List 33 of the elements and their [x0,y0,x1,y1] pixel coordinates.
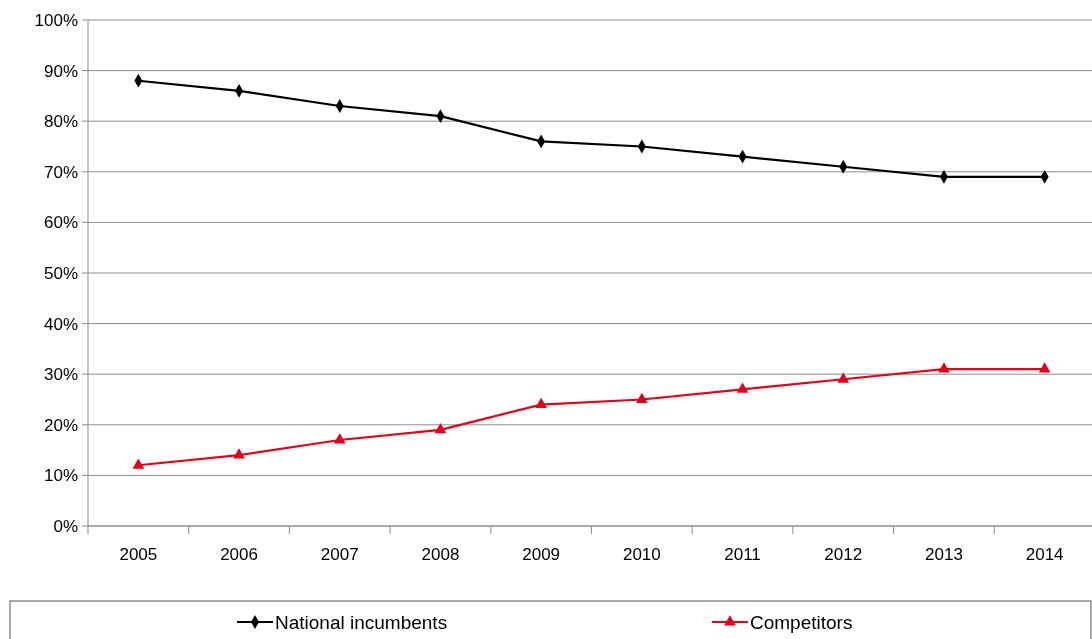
point [837,372,850,383]
x-tick-label: 2006 [220,545,258,564]
y-tick-label: 20% [43,415,78,435]
x-tick-label: 2009 [522,545,561,564]
point [132,458,145,469]
x-tick-label: 2012 [824,545,863,564]
point [938,362,950,373]
y-tick-label: 0% [53,516,78,536]
y-tick-label: 70% [43,162,78,182]
point [736,382,749,393]
point [333,433,346,444]
y-tick-label: 30% [43,365,78,385]
y-tick-label: 50% [43,263,78,283]
legend-label: National incumbents [275,611,448,633]
legend-label: Competitors [750,611,853,633]
point [535,397,548,408]
y-tick-label: 60% [43,213,78,233]
point [1038,362,1051,373]
x-tick-label: 2014 [1025,545,1064,564]
x-tick-label: 2005 [119,545,158,564]
y-tick-label: 100% [34,10,78,30]
x-tick-label: 2007 [320,545,359,564]
y-tick-label: 80% [43,112,78,132]
x-tick-label: 2011 [724,545,761,564]
point [233,448,245,459]
y-tick-label: 10% [43,466,78,486]
y-tick-label: 90% [43,61,78,81]
point [635,392,648,403]
y-tick-label: 40% [43,314,78,334]
x-tick-label: 2008 [421,545,460,564]
x-tick-label: 2010 [622,545,661,564]
point [434,423,447,434]
x-tick-label: 2013 [925,545,963,564]
